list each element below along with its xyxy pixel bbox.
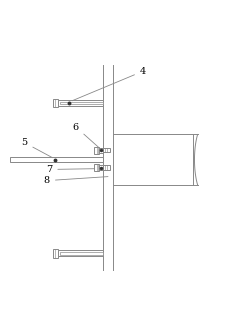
Bar [99, 148, 103, 153]
Text: 8: 8 [44, 176, 108, 185]
Bar [60, 252, 102, 255]
Bar [99, 165, 103, 170]
Bar [10, 157, 103, 162]
Bar [60, 102, 102, 104]
Bar [58, 100, 103, 106]
Bar [58, 251, 103, 257]
Text: 5: 5 [21, 138, 52, 158]
Bar [94, 147, 99, 154]
Text: 6: 6 [72, 123, 98, 147]
Bar [53, 249, 58, 258]
Bar [53, 99, 58, 107]
Bar [103, 148, 109, 152]
Bar [94, 164, 99, 171]
Text: 4: 4 [72, 67, 145, 101]
Text: 7: 7 [46, 165, 96, 174]
Bar [103, 165, 109, 170]
